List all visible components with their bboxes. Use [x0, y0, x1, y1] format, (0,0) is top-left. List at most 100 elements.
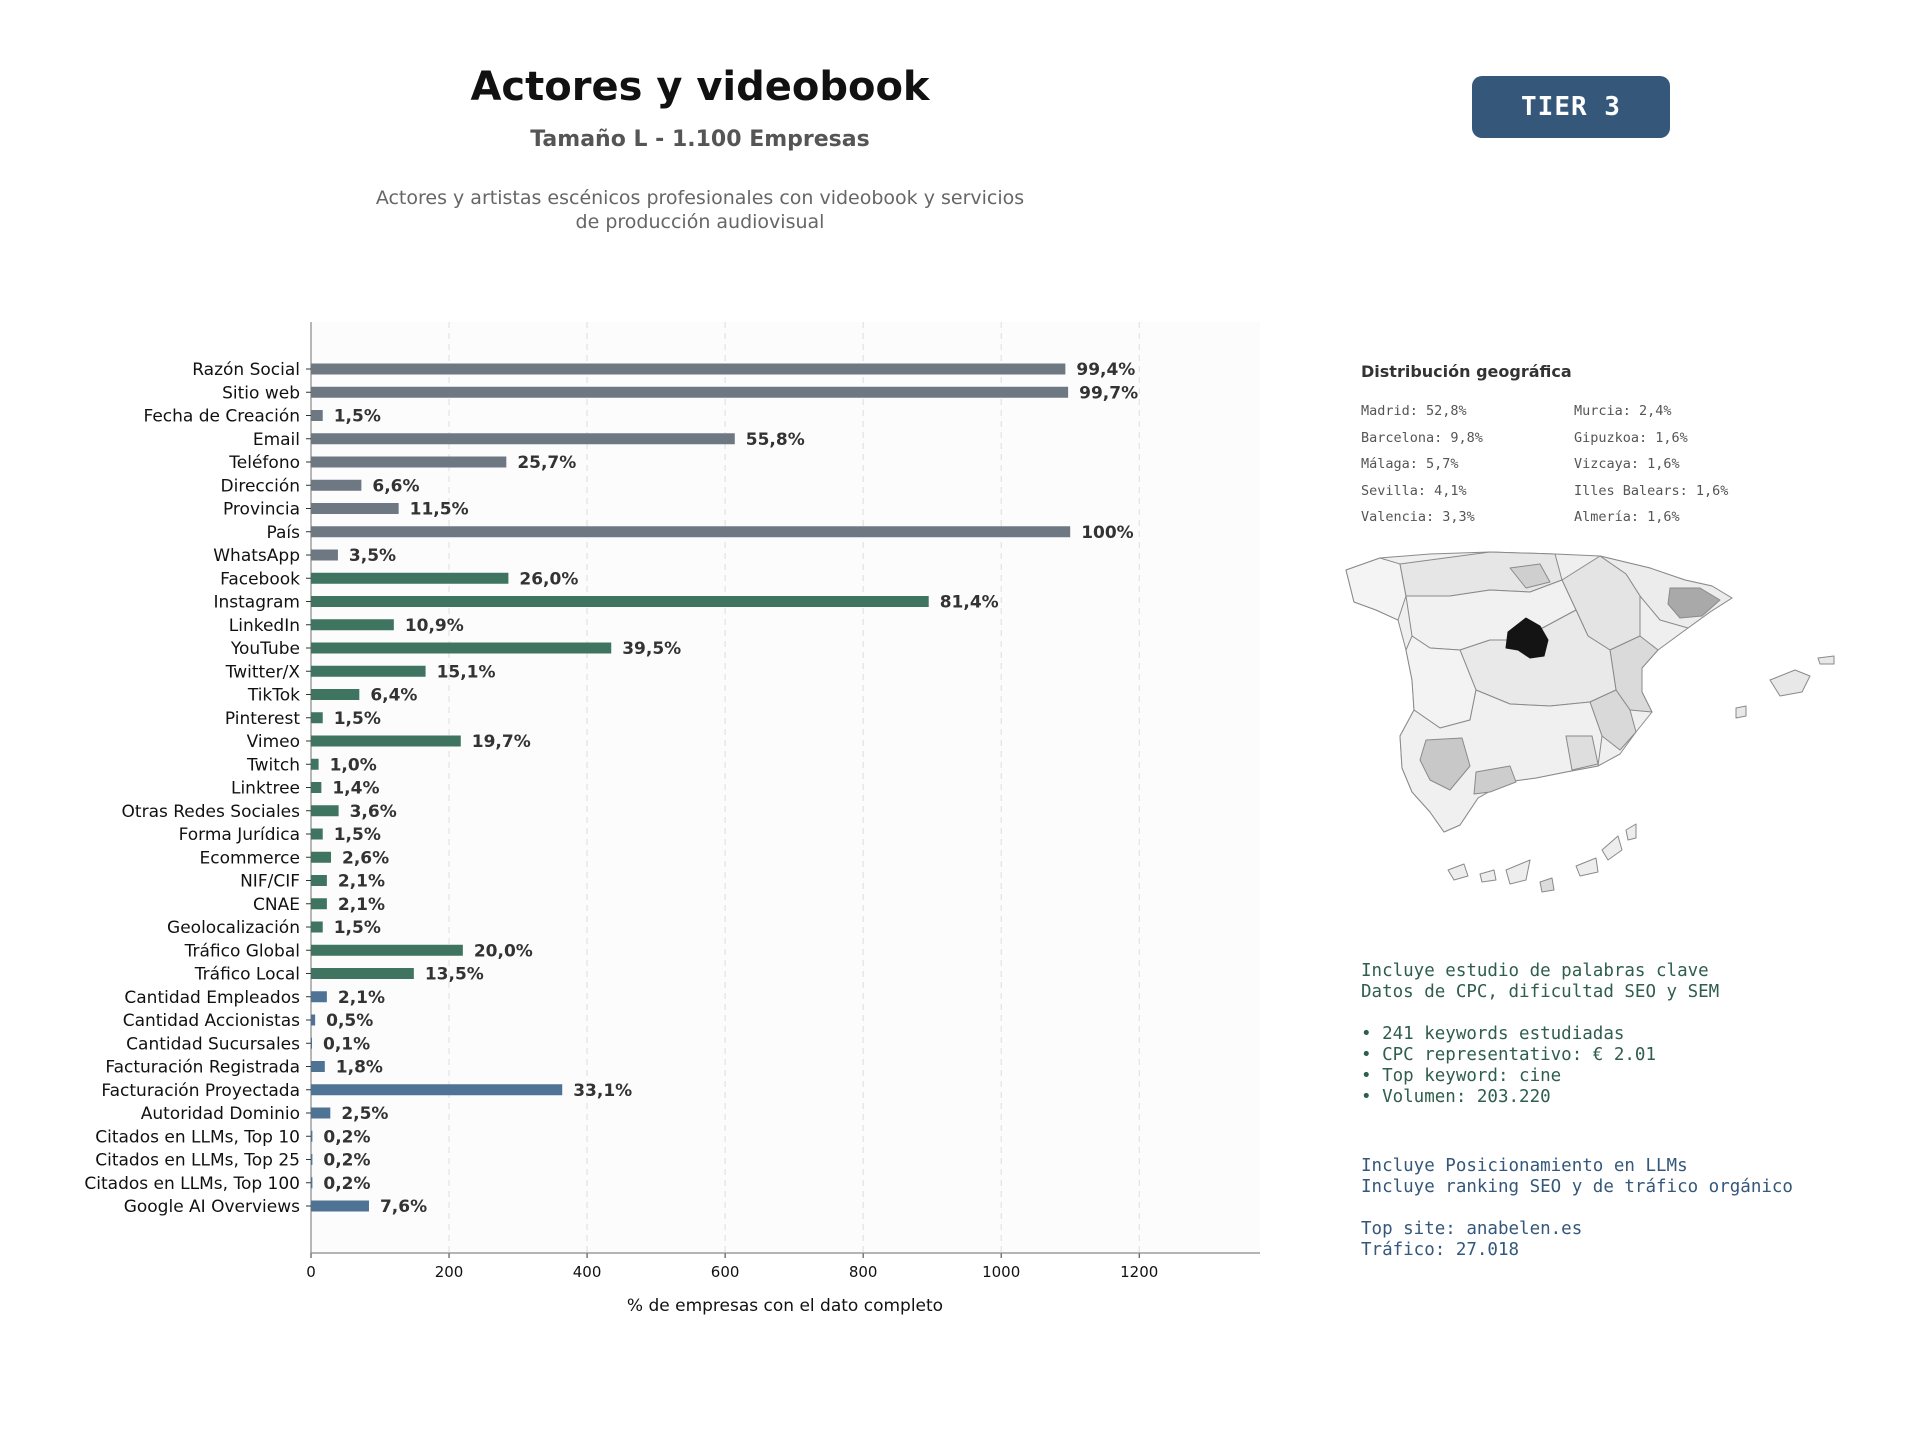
geo-item: Madrid: 52,8% [1361, 403, 1467, 419]
category-label: Ecommerce [200, 848, 301, 868]
data-label: 10,9% [405, 616, 464, 636]
map-islands-canarias-4 [1539, 877, 1555, 893]
bar [311, 526, 1071, 538]
map-region-galicia [1345, 557, 1407, 621]
bar [311, 735, 461, 747]
bar [311, 1177, 313, 1189]
bar [311, 921, 323, 933]
bar [311, 898, 327, 910]
map-region-andalucia [1399, 689, 1603, 833]
category-label: Provincia [223, 500, 300, 520]
data-label: 100% [1081, 523, 1134, 543]
map-region-basque [1509, 563, 1551, 589]
bar [311, 1107, 331, 1119]
keywords-bullet: • Volumen: 203.220 [1361, 1087, 1551, 1107]
description-line-1: Actores y artistas escénicos profesional… [375, 187, 1025, 209]
category-label: Pinterest [225, 709, 300, 729]
category-label: Cantidad Accionistas [123, 1011, 300, 1031]
data-label: 1,5% [334, 709, 381, 729]
category-label: Facturación Registrada [105, 1058, 300, 1078]
geo-list-column-2: Murcia: 2,4% Gipuzkoa: 1,6% Vizcaya: 1,6… [1574, 398, 1728, 531]
category-label: Facturación Proyectada [101, 1081, 300, 1101]
bar [311, 851, 332, 863]
description-line-2: de producción audiovisual [575, 211, 825, 233]
data-label: 0,5% [326, 1011, 373, 1031]
data-label: 81,4% [940, 593, 999, 613]
category-label: Forma Jurídica [179, 825, 300, 845]
bar [311, 1130, 313, 1142]
data-label: 1,5% [334, 918, 381, 938]
category-label: Dirección [221, 476, 300, 496]
bar [311, 503, 399, 514]
map-islands-canarias-6 [1601, 835, 1623, 861]
bar [311, 782, 322, 793]
data-label: 25,7% [517, 453, 576, 473]
bar [311, 479, 362, 491]
category-label: Geolocalización [167, 918, 300, 938]
map-islands-canarias-1 [1447, 863, 1469, 881]
bar [311, 805, 339, 817]
map-region-madrid [1505, 617, 1549, 659]
map-islands-canarias-3 [1505, 859, 1531, 885]
data-label: 1,5% [334, 825, 381, 845]
category-label: WhatsApp [213, 546, 300, 566]
category-label: Autoridad Dominio [141, 1104, 300, 1124]
category-label: Email [253, 430, 300, 450]
map-region-sevilla [1419, 737, 1471, 791]
data-label: 2,6% [342, 848, 389, 868]
completeness-bar-chart: 0 200 400 600 800 1000 1200 % de empresas con e… [84, 322, 1260, 1316]
bar [311, 386, 1069, 398]
tier-badge: TIER 3 [1472, 76, 1670, 138]
geo-item: Gipuzkoa: 1,6% [1574, 429, 1688, 446]
x-tick-label: 1000 [982, 1263, 1020, 1281]
category-label: CNAE [253, 895, 300, 915]
category-label: Citados en LLMs, Top 10 [95, 1127, 300, 1147]
bar [311, 642, 612, 654]
bar [311, 1014, 316, 1026]
data-label: 2,1% [338, 988, 385, 1008]
geo-distribution-title: Distribución geográfica [1361, 362, 1572, 381]
geo-item: Illes Balears: 1,6% [1574, 482, 1729, 499]
geo-item: Sevilla: 4,1% [1361, 482, 1467, 499]
data-label: 55,8% [746, 430, 805, 450]
bar [311, 1200, 369, 1212]
keywords-bullet: • Top keyword: cine [1361, 1066, 1562, 1086]
bar [311, 689, 360, 700]
category-label: Tráfico Global [184, 941, 300, 961]
bar [311, 596, 929, 607]
page-title: Actores y videobook [470, 64, 930, 110]
keywords-line-1: Incluye estudio de palabras clave [1361, 961, 1709, 981]
geo-item: Almería: 1,6% [1574, 509, 1680, 525]
keywords-bullet: • 241 keywords estudiadas [1361, 1024, 1625, 1044]
data-label: 19,7% [472, 732, 531, 752]
bar [311, 665, 426, 677]
bar [311, 828, 323, 840]
data-label: 7,6% [380, 1197, 427, 1217]
data-label: 39,5% [622, 639, 681, 659]
data-label: 6,4% [370, 686, 417, 706]
map-region-barcelona [1667, 587, 1721, 619]
category-label: Otras Redes Sociales [122, 802, 301, 822]
data-label: 2,1% [338, 872, 385, 892]
category-label: LinkedIn [229, 616, 300, 636]
bar [311, 619, 394, 631]
map-islands-canarias-7 [1625, 823, 1637, 841]
map-islands-balears-ibiza [1735, 705, 1747, 719]
map-region-almeria [1565, 735, 1599, 771]
bar [311, 968, 414, 979]
geo-item: Málaga: 5,7% [1361, 456, 1459, 472]
x-tick-label: 0 [306, 1263, 316, 1281]
x-tick-label: 1200 [1120, 1263, 1158, 1281]
category-label: Instagram [214, 593, 301, 613]
bar [311, 1037, 312, 1049]
data-label: 0,2% [323, 1151, 370, 1171]
geo-item: Vizcaya: 1,6% [1574, 456, 1680, 472]
data-label: 2,1% [338, 895, 385, 915]
category-label: TikTok [247, 686, 300, 706]
page-subtitle: Tamaño L - 1.100 Empresas [530, 127, 870, 152]
geo-list-column-1: Madrid: 52,8% Barcelona: 9,8% Málaga: 5,… [1361, 398, 1483, 531]
bar [311, 572, 509, 584]
data-label: 99,4% [1076, 360, 1135, 380]
data-label: 11,5% [410, 500, 469, 520]
keywords-line-2: Datos de CPC, dificultad SEO y SEM [1361, 982, 1720, 1002]
